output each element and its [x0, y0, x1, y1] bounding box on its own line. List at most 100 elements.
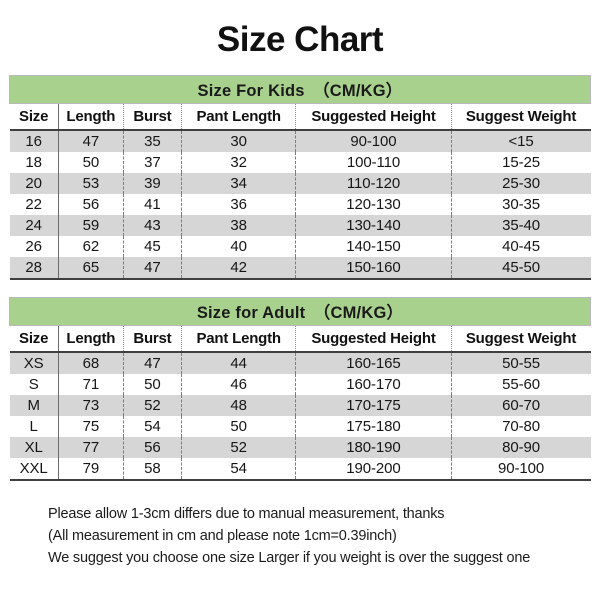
- kids-header-row: Size Length Burst Pant Length Suggested …: [9, 103, 591, 131]
- adult-size-table-wrapper: Size for Adult （CM/KG） Size Length Burst…: [9, 296, 591, 481]
- kids-header-suggest-weight: Suggest Weight: [451, 103, 591, 131]
- cell-burst: 47: [123, 351, 182, 374]
- cell-burst: 43: [123, 214, 182, 236]
- cell-suggest-weight: 70-80: [451, 415, 591, 437]
- cell-length: 47: [58, 129, 124, 152]
- table-row: M 73 52 48 170-175 60-70: [9, 394, 591, 416]
- page-title: Size Chart: [216, 20, 384, 59]
- cell-pant-length: 40: [181, 235, 297, 257]
- cell-pant-length: 34: [181, 172, 297, 194]
- cell-length: 65: [58, 256, 124, 280]
- cell-suggested-height: 175-180: [295, 415, 452, 437]
- cell-pant-length: 50: [181, 415, 297, 437]
- cell-suggest-weight: 45-50: [451, 256, 591, 280]
- cell-pant-length: 48: [181, 394, 297, 416]
- cell-suggest-weight: 55-60: [451, 373, 591, 395]
- cell-length: 62: [58, 235, 124, 257]
- cell-suggest-weight: 35-40: [451, 214, 591, 236]
- note-line-3: We suggest you choose one size Larger if…: [48, 549, 531, 566]
- cell-length: 77: [58, 436, 124, 458]
- table-row: XXL 79 58 54 190-200 90-100: [9, 457, 591, 481]
- cell-size: L: [9, 415, 59, 437]
- cell-size: S: [9, 373, 59, 395]
- adult-header-length: Length: [58, 325, 124, 353]
- cell-size: XS: [9, 351, 59, 374]
- cell-size: 16: [9, 129, 59, 152]
- cell-burst: 39: [123, 172, 182, 194]
- cell-pant-length: 42: [181, 256, 297, 280]
- adult-header-size: Size: [9, 325, 59, 353]
- adult-header-burst: Burst: [123, 325, 182, 353]
- cell-pant-length: 32: [181, 151, 297, 173]
- measurement-notes: Please allow 1-3cm differs due to manual…: [0, 481, 600, 569]
- table-row: 24 59 43 38 130-140 35-40: [9, 214, 591, 236]
- cell-suggest-weight: 30-35: [451, 193, 591, 215]
- cell-pant-length: 52: [181, 436, 297, 458]
- cell-length: 75: [58, 415, 124, 437]
- table-row: L 75 54 50 175-180 70-80: [9, 415, 591, 437]
- cell-length: 79: [58, 457, 124, 481]
- cell-suggested-height: 190-200: [295, 457, 452, 481]
- cell-burst: 56: [123, 436, 182, 458]
- cell-size: 28: [9, 256, 59, 280]
- cell-pant-length: 30: [181, 129, 297, 152]
- kids-header-suggested-height: Suggested Height: [295, 103, 452, 131]
- cell-suggest-weight: 25-30: [451, 172, 591, 194]
- cell-size: 20: [9, 172, 59, 194]
- cell-size: XXL: [9, 457, 59, 481]
- cell-burst: 37: [123, 151, 182, 173]
- table-row: XL 77 56 52 180-190 80-90: [9, 436, 591, 458]
- cell-burst: 47: [123, 256, 182, 280]
- adult-size-table: Size for Adult （CM/KG） Size Length Burst…: [9, 296, 591, 481]
- cell-suggest-weight: 90-100: [451, 457, 591, 481]
- cell-burst: 50: [123, 373, 182, 395]
- cell-length: 59: [58, 214, 124, 236]
- table-row: 18 50 37 32 100-110 15-25: [9, 151, 591, 173]
- cell-length: 71: [58, 373, 124, 395]
- cell-burst: 35: [123, 129, 182, 152]
- cell-burst: 41: [123, 193, 182, 215]
- cell-size: 22: [9, 193, 59, 215]
- kids-header-size: Size: [9, 103, 59, 131]
- cell-burst: 45: [123, 235, 182, 257]
- table-row: 16 47 35 30 90-100 <15: [9, 129, 591, 152]
- cell-suggested-height: 130-140: [295, 214, 452, 236]
- cell-size: M: [9, 394, 59, 416]
- cell-pant-length: 54: [181, 457, 297, 481]
- cell-burst: 58: [123, 457, 182, 481]
- kids-header-length: Length: [58, 103, 124, 131]
- adult-header-row: Size Length Burst Pant Length Suggested …: [9, 325, 591, 353]
- cell-suggested-height: 160-165: [295, 351, 452, 374]
- table-row: 28 65 47 42 150-160 45-50: [9, 256, 591, 280]
- cell-size: XL: [9, 436, 59, 458]
- cell-suggest-weight: <15: [451, 129, 591, 152]
- cell-suggested-height: 170-175: [295, 394, 452, 416]
- cell-suggested-height: 160-170: [295, 373, 452, 395]
- cell-pant-length: 46: [181, 373, 297, 395]
- adult-table-body: Size for Adult （CM/KG） Size Length Burst…: [9, 296, 591, 481]
- cell-suggested-height: 100-110: [295, 151, 452, 173]
- cell-suggest-weight: 40-45: [451, 235, 591, 257]
- kids-band-label: Size For Kids （CM/KG）: [9, 74, 591, 104]
- kids-band-row: Size For Kids （CM/KG）: [9, 74, 591, 104]
- cell-size: 26: [9, 235, 59, 257]
- cell-suggested-height: 150-160: [295, 256, 452, 280]
- cell-suggest-weight: 50-55: [451, 351, 591, 374]
- cell-burst: 54: [123, 415, 182, 437]
- table-row: 26 62 45 40 140-150 40-45: [9, 235, 591, 257]
- kids-header-burst: Burst: [123, 103, 182, 131]
- adult-header-suggest-weight: Suggest Weight: [451, 325, 591, 353]
- note-line-2: (All measurement in cm and please note 1…: [48, 527, 397, 544]
- cell-pant-length: 36: [181, 193, 297, 215]
- adult-band-row: Size for Adult （CM/KG）: [9, 296, 591, 326]
- cell-pant-length: 44: [181, 351, 297, 374]
- cell-suggested-height: 110-120: [295, 172, 452, 194]
- cell-size: 24: [9, 214, 59, 236]
- note-line-1: Please allow 1-3cm differs due to manual…: [48, 505, 445, 522]
- cell-suggest-weight: 80-90: [451, 436, 591, 458]
- kids-size-table: Size For Kids （CM/KG） Size Length Burst …: [9, 74, 591, 280]
- adult-header-suggested-height: Suggested Height: [295, 325, 452, 353]
- cell-suggest-weight: 15-25: [451, 151, 591, 173]
- kids-header-pant-length: Pant Length: [181, 103, 297, 131]
